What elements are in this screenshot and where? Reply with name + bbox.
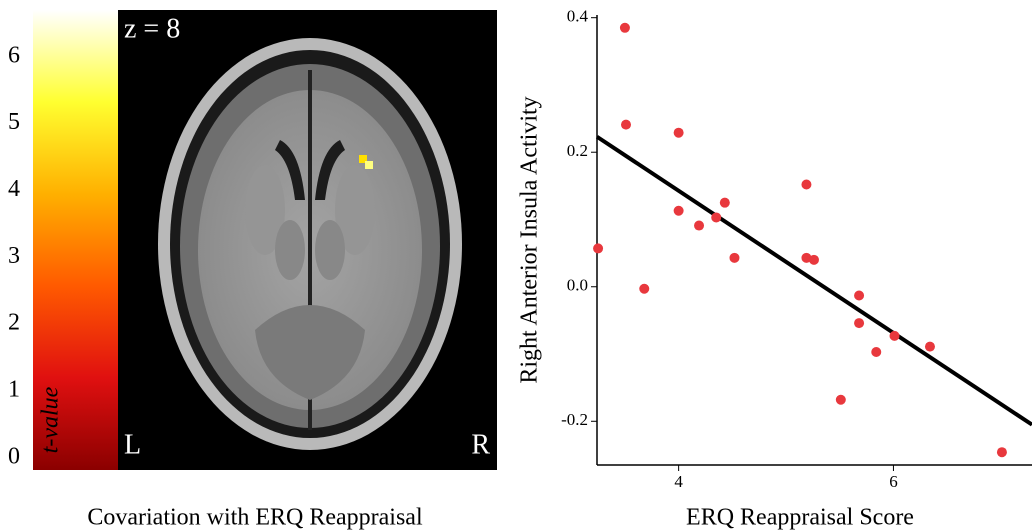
y-tick-label: 0.2	[567, 141, 588, 160]
x-tick-label: 4	[674, 472, 683, 491]
data-point	[890, 331, 900, 341]
y-tick-label: 0.0	[567, 276, 588, 295]
colorbar-tick-label: 4	[8, 176, 20, 202]
data-point	[729, 253, 739, 263]
data-point	[854, 318, 864, 328]
colorbar-tick-label: 1	[8, 377, 20, 403]
colorbar-tick-label: 2	[8, 310, 20, 336]
activation-blob	[365, 161, 373, 169]
colorbar-tick-label: 3	[8, 243, 20, 269]
data-point	[674, 128, 684, 138]
colorbar-label: t-value	[38, 386, 64, 453]
data-point	[621, 120, 631, 130]
data-point	[854, 290, 864, 300]
thalamus	[275, 220, 305, 280]
data-point	[925, 342, 935, 352]
y-tick-label: 0.4	[567, 7, 589, 26]
colorbar-tick-label: 5	[8, 109, 20, 135]
x-tick-label: 6	[889, 472, 898, 491]
data-point	[620, 23, 630, 33]
colorbar-tick-label: 0	[8, 443, 20, 469]
data-point	[720, 198, 730, 208]
data-point	[593, 243, 603, 253]
colorbar-tick-label: 6	[8, 42, 20, 68]
thalamus	[315, 220, 345, 280]
x-axis-title: ERQ Reappraisal Score	[686, 505, 914, 531]
data-point	[694, 221, 704, 231]
data-point	[809, 255, 819, 265]
side-label: R	[471, 429, 490, 460]
y-tick-label: -0.2	[561, 410, 588, 429]
data-point	[836, 395, 846, 405]
data-point	[997, 447, 1007, 457]
figure: z = 8 L R t-value Covariation with ERQ R…	[0, 0, 1032, 532]
side-label: L	[124, 429, 141, 460]
caption: Covariation with ERQ Reappraisal	[87, 505, 423, 531]
data-point	[711, 212, 721, 222]
slice-label: z = 8	[124, 13, 180, 44]
data-point	[674, 206, 684, 216]
data-point	[639, 284, 649, 294]
data-point	[801, 180, 811, 190]
brain-panel: z = 8 L R	[118, 10, 497, 470]
y-axis-title: Right Anterior Insula Activity	[517, 96, 543, 383]
trend-line	[597, 137, 1032, 425]
data-point	[871, 347, 881, 357]
